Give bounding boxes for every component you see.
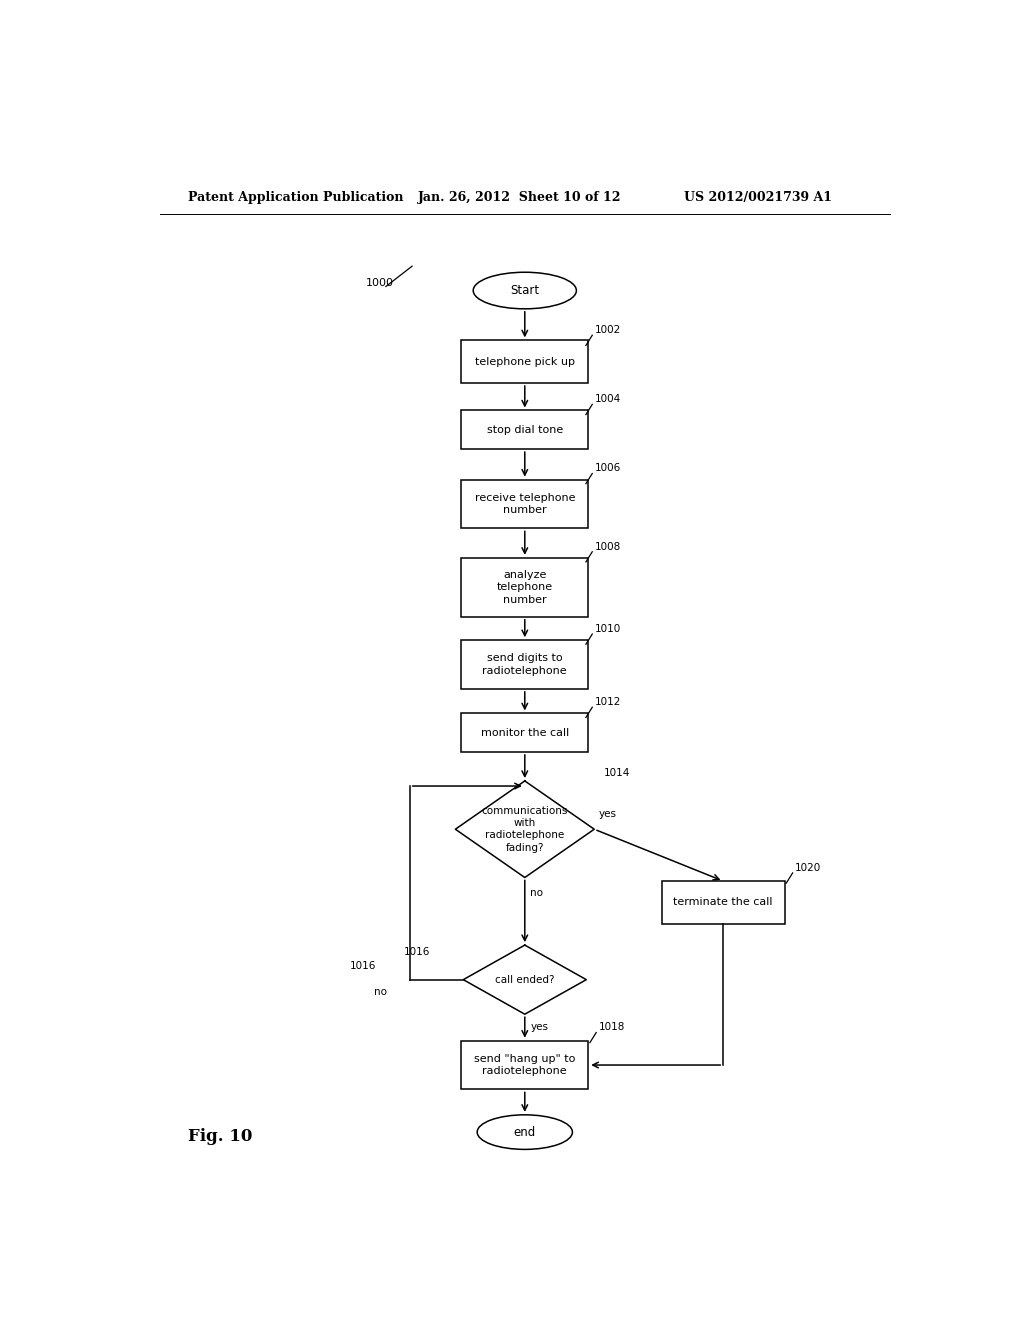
- Bar: [461, 558, 588, 616]
- Text: Fig. 10: Fig. 10: [187, 1127, 252, 1144]
- Text: Patent Application Publication: Patent Application Publication: [187, 190, 403, 203]
- Text: yes: yes: [598, 809, 616, 818]
- Bar: [461, 1040, 588, 1089]
- Text: send "hang up" to
radiotelephone: send "hang up" to radiotelephone: [474, 1053, 575, 1076]
- Bar: [461, 411, 588, 449]
- Text: 1002: 1002: [595, 325, 621, 335]
- Text: 1012: 1012: [595, 697, 621, 708]
- Text: 1000: 1000: [367, 279, 394, 289]
- Bar: [461, 640, 588, 689]
- Text: call ended?: call ended?: [495, 974, 555, 985]
- Text: Jan. 26, 2012  Sheet 10 of 12: Jan. 26, 2012 Sheet 10 of 12: [418, 190, 622, 203]
- Text: 1006: 1006: [595, 463, 621, 474]
- Text: receive telephone
number: receive telephone number: [474, 492, 575, 515]
- Text: 1016: 1016: [350, 961, 377, 972]
- Bar: [461, 713, 588, 752]
- Text: end: end: [514, 1126, 536, 1139]
- Text: 1018: 1018: [599, 1023, 625, 1032]
- Bar: [461, 479, 588, 528]
- Text: 1016: 1016: [403, 948, 430, 957]
- Text: no: no: [530, 888, 544, 898]
- Text: telephone pick up: telephone pick up: [475, 356, 574, 367]
- Text: 1008: 1008: [595, 541, 621, 552]
- Text: terminate the call: terminate the call: [674, 898, 773, 907]
- Text: monitor the call: monitor the call: [480, 727, 569, 738]
- Text: stop dial tone: stop dial tone: [486, 425, 563, 434]
- Text: 1014: 1014: [604, 768, 630, 777]
- Text: 1004: 1004: [595, 395, 621, 404]
- Text: yes: yes: [530, 1023, 549, 1032]
- Bar: [662, 880, 784, 924]
- Text: communications
with
radiotelephone
fading?: communications with radiotelephone fadin…: [481, 805, 568, 853]
- Text: 1010: 1010: [595, 624, 621, 634]
- Bar: [461, 341, 588, 383]
- Text: analyze
telephone
number: analyze telephone number: [497, 570, 553, 605]
- Text: 1020: 1020: [795, 863, 821, 873]
- Text: US 2012/0021739 A1: US 2012/0021739 A1: [684, 190, 831, 203]
- Text: Start: Start: [510, 284, 540, 297]
- Text: send digits to
radiotelephone: send digits to radiotelephone: [482, 653, 567, 676]
- Text: no: no: [374, 987, 387, 997]
